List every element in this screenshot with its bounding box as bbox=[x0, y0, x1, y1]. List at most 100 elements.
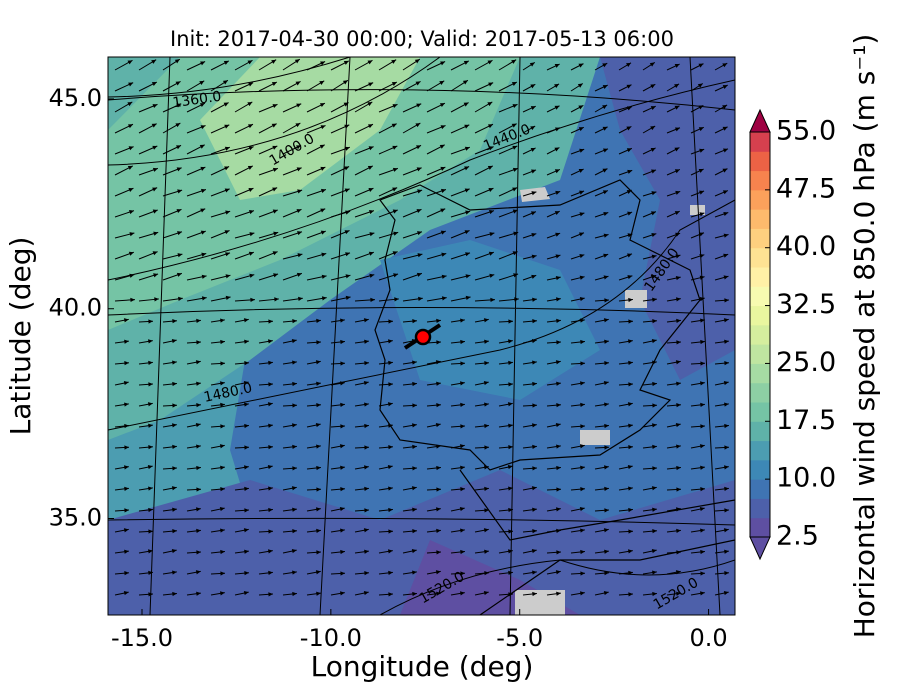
wind-arrow-head bbox=[699, 190, 705, 195]
y-tick-label: 45.0 bbox=[49, 84, 102, 112]
wind-arrow-head bbox=[650, 84, 656, 89]
wind-arrow-head bbox=[698, 169, 704, 173]
wind-arrow-head bbox=[297, 189, 303, 194]
wind-arrow-head bbox=[199, 103, 205, 108]
wind-arrow-head bbox=[556, 444, 561, 449]
wind-arrow-head bbox=[147, 339, 153, 344]
wind-arrow-head bbox=[342, 80, 348, 85]
wind-arrow-head bbox=[674, 127, 680, 132]
wind-arrow-head bbox=[247, 60, 253, 65]
wind-arrow-head bbox=[439, 144, 445, 149]
wind-arrow-head bbox=[363, 590, 369, 596]
wind-arrow-head bbox=[339, 591, 345, 596]
wind-arrow-head bbox=[530, 126, 536, 131]
wind-arrow-head bbox=[171, 486, 177, 491]
wind-arrow-head bbox=[483, 590, 489, 596]
wind-arrow-head bbox=[412, 444, 417, 449]
wind-arrow-head bbox=[577, 83, 583, 88]
wind-arrow-head bbox=[465, 295, 471, 300]
wind-arrow-head bbox=[436, 465, 441, 471]
wind-arrow-head bbox=[699, 444, 705, 449]
field bbox=[200, 57, 420, 200]
wind-arrow-head bbox=[148, 486, 153, 491]
wind-arrow-head bbox=[219, 591, 225, 596]
wind-arrow-head bbox=[532, 570, 537, 575]
wind-arrow-head bbox=[487, 165, 493, 170]
wind-arrow-head bbox=[369, 273, 375, 278]
wind-arrow-head bbox=[224, 166, 230, 171]
wind-arrow-head bbox=[578, 105, 584, 110]
wind-arrow-head bbox=[722, 85, 728, 89]
wind-arrow-head bbox=[436, 528, 441, 533]
wind-arrow-head bbox=[602, 168, 608, 173]
wind-arrow-head bbox=[676, 381, 681, 386]
colorbar-band bbox=[750, 421, 770, 442]
wind-arrow-head bbox=[321, 296, 327, 301]
field bbox=[380, 240, 600, 400]
wind-arrow-head bbox=[392, 145, 398, 150]
wind-arrow-head bbox=[460, 424, 465, 429]
wind-arrow-head bbox=[724, 402, 729, 407]
wind-arrow-head bbox=[724, 423, 729, 429]
wind-arrow-head bbox=[700, 318, 705, 323]
colorbar-band bbox=[750, 286, 770, 307]
wind-arrow-head bbox=[724, 508, 729, 513]
wind-arrow-head bbox=[675, 275, 681, 281]
wind-arrow-head bbox=[440, 166, 446, 171]
wind-arrow-head bbox=[414, 59, 420, 64]
wind-arrow-head bbox=[340, 402, 345, 407]
wind-arrow-head bbox=[579, 296, 585, 302]
wind-arrow-head bbox=[339, 444, 345, 449]
wind-arrow-head bbox=[172, 360, 177, 365]
wind-arrow-head bbox=[196, 528, 201, 533]
wind-arrow-head bbox=[580, 528, 585, 533]
wind-arrow-head bbox=[364, 445, 369, 450]
wind-arrow-head bbox=[292, 529, 297, 534]
wind-arrow-head bbox=[368, 146, 374, 151]
wind-arrow-head bbox=[440, 230, 446, 235]
colorbar-band bbox=[750, 402, 770, 422]
wind-arrow-head bbox=[459, 506, 465, 512]
wind-arrow-head bbox=[244, 549, 249, 554]
wind-arrow-head bbox=[722, 190, 728, 195]
wind-arrow-head bbox=[172, 466, 177, 471]
wind-arrow-head bbox=[627, 275, 633, 280]
colorbar-band bbox=[750, 363, 770, 384]
wind-arrow-head bbox=[675, 190, 681, 195]
wind-arrow-head bbox=[171, 423, 177, 428]
wind-arrow-head bbox=[196, 340, 201, 345]
wind-arrow-head bbox=[698, 63, 704, 68]
colorbar-frame bbox=[749, 131, 771, 538]
wind-arrow-head bbox=[556, 340, 561, 345]
contour bbox=[108, 79, 735, 281]
wind-arrow-head bbox=[464, 124, 470, 129]
wind-arrow-head bbox=[651, 232, 657, 238]
wind-arrow-head bbox=[363, 528, 369, 533]
wind-arrow-head bbox=[508, 529, 513, 534]
wind-arrow-head bbox=[292, 591, 297, 597]
wind-arrow-head bbox=[651, 338, 657, 344]
wind-arrow-head bbox=[220, 339, 225, 345]
wind-arrow-head bbox=[627, 402, 633, 407]
wind-arrow-head bbox=[248, 146, 254, 151]
wind-arrow-head bbox=[460, 361, 465, 366]
wind-arrow-head bbox=[127, 101, 133, 107]
wind-arrow-head bbox=[316, 381, 321, 386]
colorbar-band bbox=[750, 344, 770, 364]
wind-arrow-head bbox=[171, 338, 177, 344]
wind-arrow-head bbox=[340, 465, 345, 470]
wind-arrow-head bbox=[604, 402, 609, 407]
wind-arrow-head bbox=[700, 528, 705, 533]
wind-arrow-head bbox=[651, 548, 657, 554]
wind-arrow-head bbox=[604, 445, 609, 450]
wind-arrow-head bbox=[416, 145, 422, 150]
wind-arrow-head bbox=[224, 124, 230, 129]
wind-arrow-head bbox=[723, 465, 729, 470]
wind-arrow-head bbox=[273, 273, 279, 278]
wind-arrow-head bbox=[151, 82, 157, 86]
wind-arrow-head bbox=[364, 423, 369, 429]
wind-arrow-head bbox=[555, 190, 561, 195]
wind-arrow-head bbox=[512, 104, 518, 109]
wind-arrow-head bbox=[579, 254, 585, 259]
wind-arrow-head bbox=[291, 548, 297, 554]
